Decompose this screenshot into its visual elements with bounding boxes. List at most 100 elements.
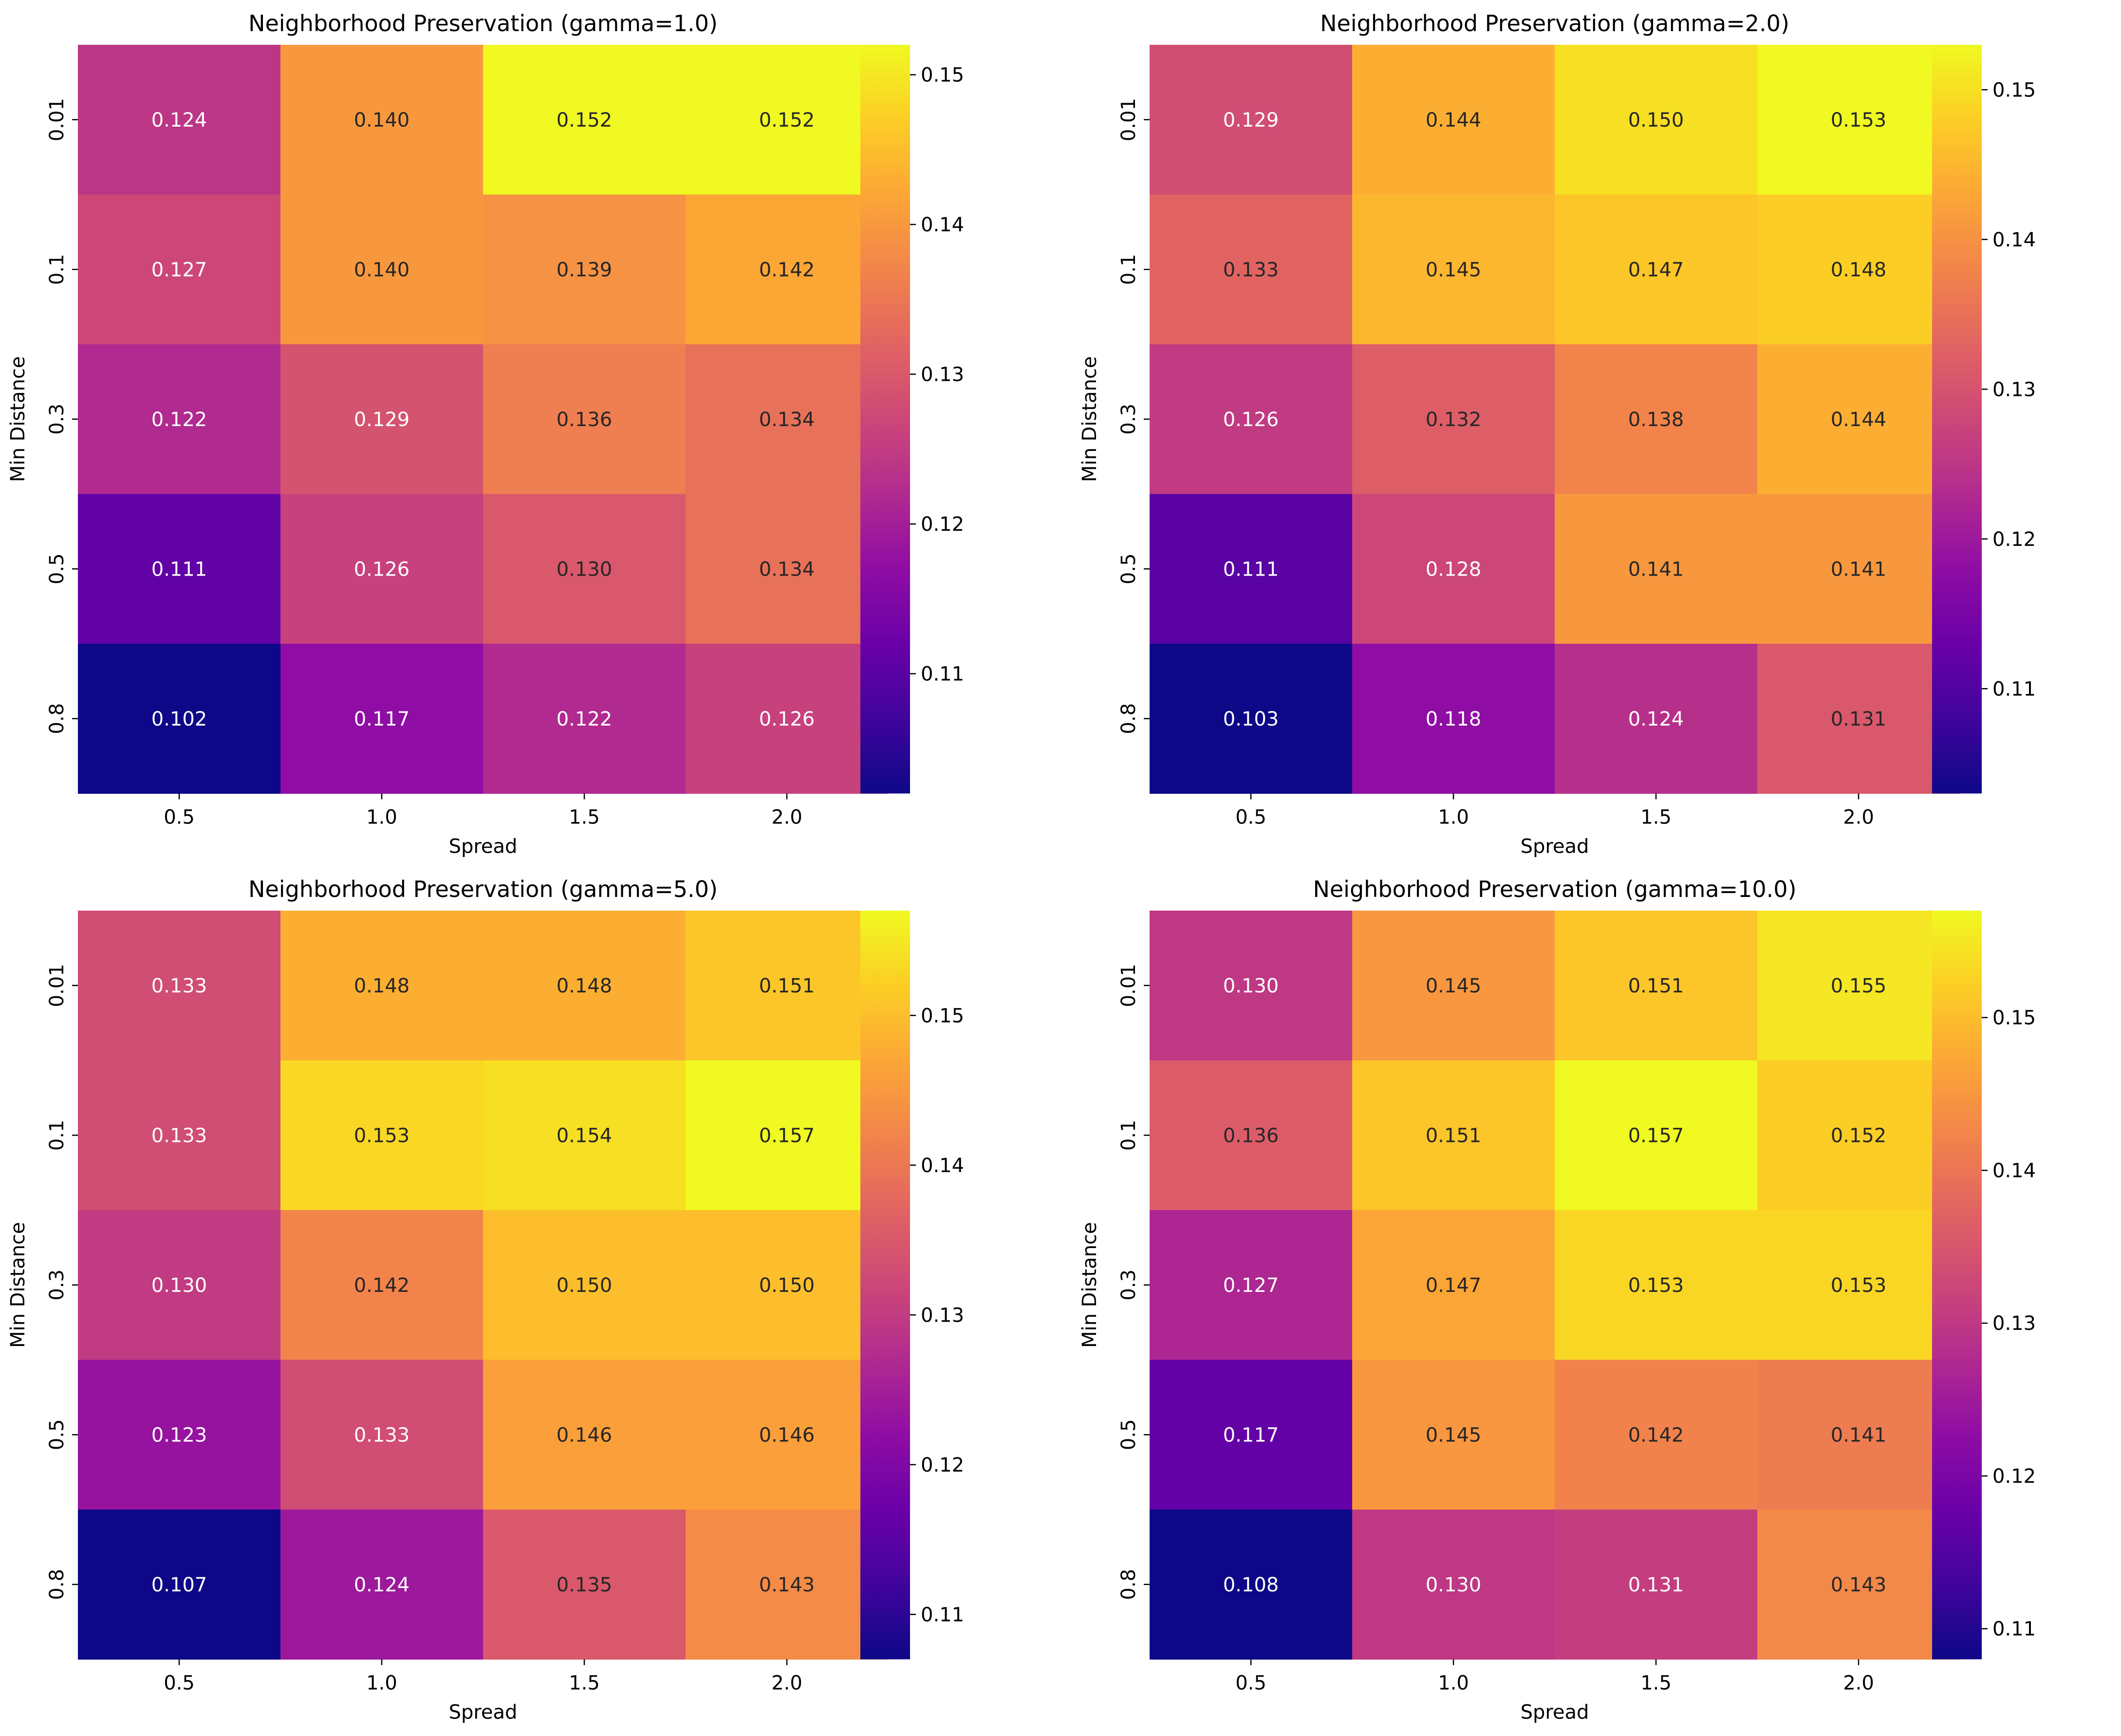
panel-3-cell-r4-c3 [686,1510,889,1660]
panel-3-colorbar-tick-label-2: 0.13 [921,1304,964,1326]
panel-4-cell-r4-c1 [1352,1510,1555,1660]
panel-1-cell-label-r0-c2: 0.152 [557,109,613,131]
panel-1-cell-r1-c0 [78,194,281,345]
panel-4-title: Neighborhood Preservation (gamma=10.0) [1313,876,1796,902]
panel-1-cell-r3-c3 [686,494,889,644]
panel-1-xlabel: Spread [449,836,518,858]
panel-2-title: Neighborhood Preservation (gamma=2.0) [1320,10,1789,37]
panel-3-cell-r0-c2 [483,911,686,1061]
panel-2-cell-label-r1-c1: 0.145 [1426,259,1482,281]
panel-3-cell-label-r0-c1: 0.148 [354,975,410,997]
panel-1-cell-label-r1-c2: 0.139 [557,259,613,281]
panel-4-cell-label-r3-c2: 0.142 [1628,1424,1684,1446]
panel-2-colorbar-tick-label-3: 0.14 [1992,229,2036,251]
panel-1-cell-label-r0-c1: 0.140 [354,109,410,131]
panel-4-ytick-label-0: 0.01 [1117,964,1140,1007]
panel-2-cell-r2-c3 [1757,344,1960,495]
panel-1-cell-r3-c0 [78,494,281,644]
panel-1-heatmap: Neighborhood Preservation (gamma=1.0) 0.1… [7,10,964,858]
panel-3-title: Neighborhood Preservation (gamma=5.0) [248,876,718,902]
panel-4-cell-label-r1-c2: 0.157 [1628,1124,1684,1147]
panel-3-cell-r2-c3 [686,1210,889,1361]
panel-4-cell-label-r2-c2: 0.153 [1628,1274,1684,1297]
panel-3-colorbar-tick-label-3: 0.14 [921,1155,964,1177]
panel-3-cell-label-r3-c0: 0.123 [151,1424,207,1446]
panel-4-xtick-label-1: 1.0 [1438,1672,1469,1695]
panel-4-xlabel: Spread [1521,1701,1589,1724]
panel-2-cell-label-r4-c1: 0.118 [1426,708,1482,730]
panel-4-xtick-label-3: 2.0 [1843,1672,1874,1695]
panel-3-cell-label-r4-c2: 0.135 [557,1574,613,1596]
panel-4-cell-r3-c0 [1150,1360,1353,1510]
panel-2-ylabel: Min Distance [1079,356,1101,482]
panel-4-ylabel: Min Distance [1079,1222,1101,1348]
panel-2-cell-r1-c3 [1757,194,1960,345]
panel-4-cell-r3-c3 [1757,1360,1960,1510]
panel-2-cell-label-r3-c0: 0.111 [1223,558,1279,580]
panel-3-heatmap: Neighborhood Preservation (gamma=5.0) 0.1… [7,876,964,1724]
panel-2-ytick-label-3: 0.5 [1117,553,1140,584]
panel-2-ytick-label-1: 0.1 [1117,254,1140,285]
panel-2-xtick-label-0: 0.5 [1235,806,1266,829]
panel-2-cell-label-r3-c2: 0.141 [1628,558,1684,580]
panel-1-colorbar-tick-label-3: 0.14 [921,214,964,236]
panel-3-cell-label-r0-c3: 0.151 [759,975,815,997]
panel-2-colorbar-tick-label-0: 0.11 [1992,678,2036,700]
panel-1-cell-r1-c1 [280,194,484,345]
panel-3-cell-label-r1-c3: 0.157 [759,1124,815,1147]
panel-4-cell-label-r1-c1: 0.151 [1426,1124,1482,1147]
panel-1-cell-r1-c2 [483,194,686,345]
panel-1-cell-r0-c1 [280,45,484,195]
panel-1-ytick-label-3: 0.5 [46,553,68,584]
panel-4-cell-r1-c2 [1555,1060,1758,1211]
panel-1-cell-r2-c3 [686,344,889,495]
panel-1-cell-r4-c2 [483,644,686,794]
panel-2-cell-label-r2-c1: 0.132 [1426,409,1482,431]
panel-2-colorbar-tick-label-1: 0.12 [1992,528,2036,551]
panel-1-cell-label-r3-c2: 0.130 [557,558,613,580]
panel-3-xtick-label-0: 0.5 [164,1672,195,1695]
panel-3-xtick-label-1: 1.0 [366,1672,397,1695]
panel-1-cell-label-r4-c0: 0.102 [151,708,207,730]
panel-2-xtick-label-2: 1.5 [1640,806,1672,829]
panel-4-colorbar [1932,911,1982,1660]
panel-3-cell-r3-c0 [78,1360,281,1510]
panel-1-cell-r1-c3 [686,194,889,345]
panel-1-cell-label-r4-c1: 0.117 [354,708,410,730]
panel-1-cell-label-r2-c3: 0.134 [759,409,815,431]
panel-1-ytick-label-0: 0.01 [46,98,68,141]
panel-1-cell-label-r0-c0: 0.124 [151,109,207,131]
panel-3-cell-r3-c1 [280,1360,484,1510]
panel-3-colorbar-tick-label-0: 0.11 [921,1604,964,1626]
panel-4-cell-r1-c1 [1352,1060,1555,1211]
panel-4-cell-label-r4-c0: 0.108 [1223,1574,1279,1596]
panel-1-colorbar-tick-label-1: 0.12 [921,513,964,536]
panel-3-cell-r4-c2 [483,1510,686,1660]
panel-1-colorbar-tick-label-2: 0.13 [921,364,964,386]
panel-1-cell-label-r1-c1: 0.140 [354,259,410,281]
panel-3-cell-r2-c1 [280,1210,484,1361]
panel-2-cell-r1-c2 [1555,194,1758,345]
panel-2-cell-r3-c0 [1150,494,1353,644]
panel-1-cell-r3-c2 [483,494,686,644]
panel-2-cell-r0-c3 [1757,45,1960,195]
panel-2-ytick-label-4: 0.8 [1117,703,1140,734]
panel-3-ylabel: Min Distance [7,1222,29,1348]
panel-4-cell-label-r1-c3: 0.152 [1831,1124,1887,1147]
panel-2-cell-r1-c0 [1150,194,1353,345]
panel-3-cell-label-r3-c2: 0.146 [557,1424,613,1446]
panel-4-cell-r4-c2 [1555,1510,1758,1660]
panel-3-cell-label-r1-c0: 0.133 [151,1124,207,1147]
panel-3-cell-r4-c0 [78,1510,281,1660]
panel-4-colorbar-tick-label-0: 0.11 [1992,1618,2036,1641]
panel-2-cell-label-r1-c2: 0.147 [1628,259,1684,281]
panel-4-cell-label-r2-c3: 0.153 [1831,1274,1887,1297]
panel-1-title: Neighborhood Preservation (gamma=1.0) [248,10,718,37]
panel-4-cell-r3-c2 [1555,1360,1758,1510]
panel-3-cell-label-r1-c2: 0.154 [557,1124,613,1147]
panel-4-cell-label-r4-c1: 0.130 [1426,1574,1482,1596]
panel-4-cell-label-r0-c2: 0.151 [1628,975,1684,997]
panel-4-cell-label-r2-c0: 0.127 [1223,1274,1279,1297]
panel-3-cell-label-r3-c1: 0.133 [354,1424,410,1446]
panel-3-cell-r4-c1 [280,1510,484,1660]
